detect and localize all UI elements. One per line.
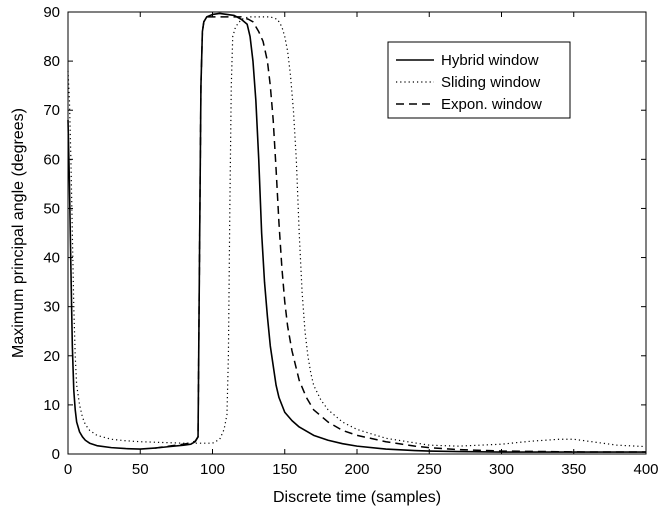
- x-tick-label: 150: [272, 461, 297, 478]
- series-line-expon-window: [154, 16, 646, 453]
- y-tick-label: 70: [43, 102, 60, 119]
- y-tick-label: 40: [43, 250, 60, 267]
- y-tick-label: 90: [43, 4, 60, 21]
- x-tick-label: 250: [417, 461, 442, 478]
- y-axis-ticks: 0 10 20 30 40 50 60 70 80 90: [43, 4, 646, 463]
- legend-label-sliding-window: Sliding window: [441, 74, 540, 91]
- legend: Hybrid window Sliding window Expon. wind…: [387, 41, 571, 119]
- y-tick-label: 60: [43, 151, 60, 168]
- x-tick-label: 300: [489, 461, 514, 478]
- legend-label-hybrid-window: Hybrid window: [441, 52, 539, 69]
- x-tick-label: 400: [633, 461, 658, 478]
- y-tick-label: 0: [52, 446, 60, 463]
- series-line-hybrid-window: [67, 12, 646, 453]
- y-axis-title: Maximum principal angle (degrees): [10, 108, 27, 358]
- series-line-sliding-window: [67, 16, 647, 448]
- y-tick-label: 20: [43, 348, 60, 365]
- x-tick-label: 200: [344, 461, 369, 478]
- x-tick-label: 100: [200, 461, 225, 478]
- x-axis-title: Discrete time (samples): [273, 489, 441, 506]
- x-axis-ticks: 0 50 100 150 200 250 300 350 400: [64, 12, 659, 478]
- x-tick-label: 0: [64, 461, 72, 478]
- x-tick-label: 50: [132, 461, 149, 478]
- x-tick-label: 350: [561, 461, 586, 478]
- y-tick-label: 50: [43, 200, 60, 217]
- series-layer: [67, 12, 647, 453]
- y-tick-label: 10: [43, 397, 60, 414]
- legend-box: [387, 41, 571, 119]
- legend-label-expon-window: Expon. window: [441, 96, 542, 113]
- y-tick-label: 30: [43, 299, 60, 316]
- y-tick-label: 80: [43, 53, 60, 70]
